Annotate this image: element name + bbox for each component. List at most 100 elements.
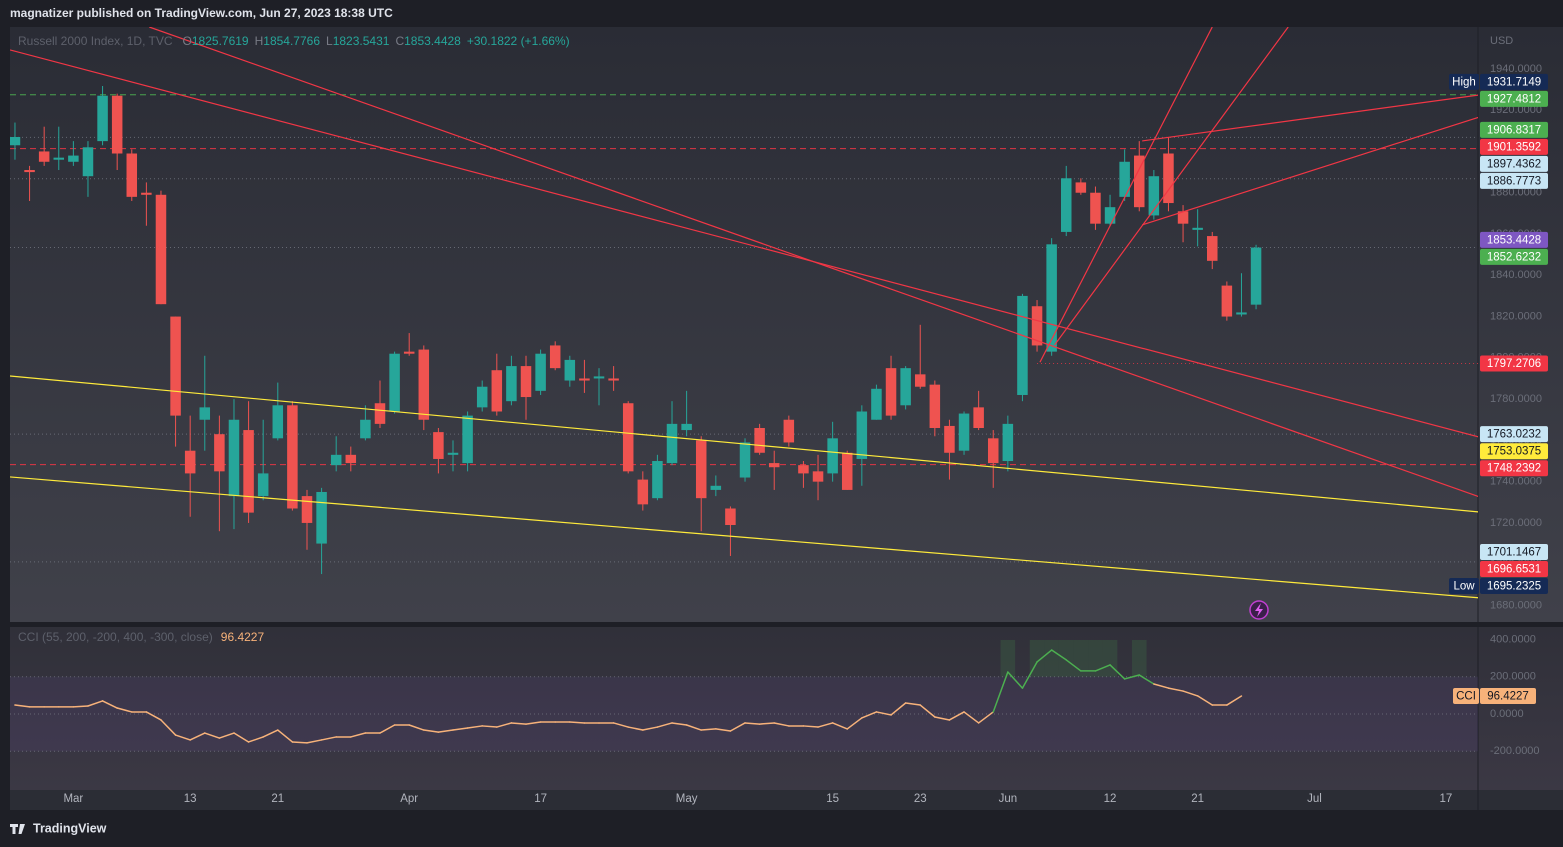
cci-line bbox=[204, 732, 221, 739]
cci-overbought bbox=[1131, 640, 1147, 677]
cci-line bbox=[320, 736, 337, 741]
ohlc-key: H bbox=[255, 34, 264, 48]
y-tick-label: 1820.0000 bbox=[1490, 310, 1542, 322]
price-tag bbox=[1480, 73, 1548, 90]
cci-overbought bbox=[1102, 640, 1118, 677]
candle-body bbox=[520, 366, 532, 398]
price-tag-label: 1763.0232 bbox=[1487, 429, 1541, 441]
candle-body bbox=[1002, 423, 1014, 462]
candle-body bbox=[111, 95, 123, 154]
candle-body bbox=[272, 405, 284, 439]
cci-pane bbox=[10, 627, 1563, 790]
symbol: Russell 2000 Index, 1D, TVC bbox=[18, 34, 173, 48]
candle-body bbox=[885, 368, 897, 416]
cci-line bbox=[510, 722, 527, 725]
candle-body bbox=[958, 413, 970, 451]
cci-line bbox=[671, 722, 688, 726]
candle-body bbox=[1104, 207, 1116, 224]
cci-line bbox=[685, 724, 702, 731]
candle-body bbox=[228, 419, 240, 497]
alert-icon-bolt bbox=[1255, 603, 1263, 617]
candle-body bbox=[170, 316, 181, 416]
cci-line bbox=[1021, 661, 1038, 689]
cci-tag-name: CCI bbox=[1456, 691, 1476, 703]
cci-tag-name-box bbox=[1453, 688, 1479, 705]
ohlc-key: L bbox=[326, 34, 333, 48]
candle-body bbox=[900, 368, 911, 406]
cci-line bbox=[729, 722, 746, 732]
candle-body bbox=[1133, 155, 1145, 208]
cci-overbought bbox=[1058, 640, 1074, 677]
price-tag bbox=[1480, 231, 1548, 248]
candle-body bbox=[783, 419, 795, 443]
ohlc-value: 1825.7619 bbox=[192, 34, 249, 48]
trend-line bbox=[1054, 27, 1289, 346]
candle-body bbox=[973, 407, 984, 429]
cci-overbought bbox=[1000, 640, 1016, 677]
price-tag-label: 1797.2706 bbox=[1487, 358, 1541, 370]
y-tick-label: 1740.0000 bbox=[1490, 476, 1542, 488]
change: +30.1822 (+1.66%) bbox=[467, 34, 570, 48]
x-tick-label: May bbox=[676, 793, 698, 805]
candle-body bbox=[1177, 211, 1189, 224]
cci-line bbox=[1036, 649, 1053, 663]
price-tag-label: 1853.4428 bbox=[1487, 234, 1541, 246]
cci-title: CCI (55, 200, -200, 400, -300, close) bbox=[18, 630, 213, 644]
cci-tick-label: 400.0000 bbox=[1490, 633, 1536, 645]
candle-body bbox=[608, 378, 619, 381]
cci-line bbox=[948, 711, 965, 721]
candle-body bbox=[374, 403, 386, 424]
cci-line bbox=[72, 705, 89, 708]
candle-body bbox=[491, 370, 503, 412]
candle-body bbox=[622, 403, 634, 472]
candle-body bbox=[462, 415, 473, 464]
candle-body bbox=[257, 473, 269, 497]
price-tag bbox=[1480, 460, 1548, 477]
cci-line bbox=[1050, 649, 1067, 661]
cci-line bbox=[1153, 683, 1170, 689]
price-tag-label: 1906.8317 bbox=[1487, 124, 1541, 136]
candle-body bbox=[141, 192, 152, 195]
candle-body bbox=[476, 386, 488, 408]
cci-line bbox=[14, 704, 31, 708]
cci-line bbox=[189, 732, 206, 741]
cci-line bbox=[656, 722, 673, 728]
candle-body bbox=[914, 374, 926, 387]
cci-line bbox=[423, 729, 440, 733]
cci-line bbox=[744, 722, 761, 725]
cci-line bbox=[758, 722, 775, 725]
ohlc-key: C bbox=[395, 34, 404, 48]
price-tag bbox=[1480, 172, 1548, 189]
candle-body bbox=[126, 153, 138, 197]
x-tick-label: Apr bbox=[400, 793, 418, 805]
logo-text: TradingView bbox=[33, 821, 107, 835]
y-tick-label: 1840.0000 bbox=[1490, 269, 1542, 281]
candle-body bbox=[652, 461, 663, 499]
cci-line bbox=[525, 721, 542, 725]
candle-body bbox=[1031, 306, 1043, 346]
y-tick-label: 1680.0000 bbox=[1490, 599, 1542, 611]
price-tag bbox=[1480, 90, 1548, 107]
candle-body bbox=[1148, 176, 1160, 216]
cci-line bbox=[919, 704, 936, 718]
cci-line bbox=[437, 729, 454, 733]
candle-body bbox=[1090, 192, 1101, 224]
candle-body bbox=[330, 454, 342, 466]
candle-body bbox=[739, 442, 751, 478]
candle-body bbox=[1046, 244, 1057, 352]
cci-line bbox=[218, 732, 235, 739]
price-tag bbox=[1480, 443, 1548, 460]
candle-body bbox=[287, 405, 298, 509]
candle-body bbox=[768, 463, 780, 468]
price-tags: 1931.7149 High 1927.4812 1906.8317 1901.3592… bbox=[1449, 73, 1548, 705]
cci-line bbox=[160, 719, 177, 736]
cci-line bbox=[715, 728, 732, 732]
candle-body bbox=[856, 411, 868, 459]
price-tag bbox=[1480, 155, 1548, 172]
cci-line bbox=[977, 711, 994, 724]
price-tag-label: 1886.7773 bbox=[1487, 175, 1541, 187]
price-tag-label: 1931.7149 bbox=[1487, 76, 1541, 88]
price-tag bbox=[1480, 578, 1548, 595]
